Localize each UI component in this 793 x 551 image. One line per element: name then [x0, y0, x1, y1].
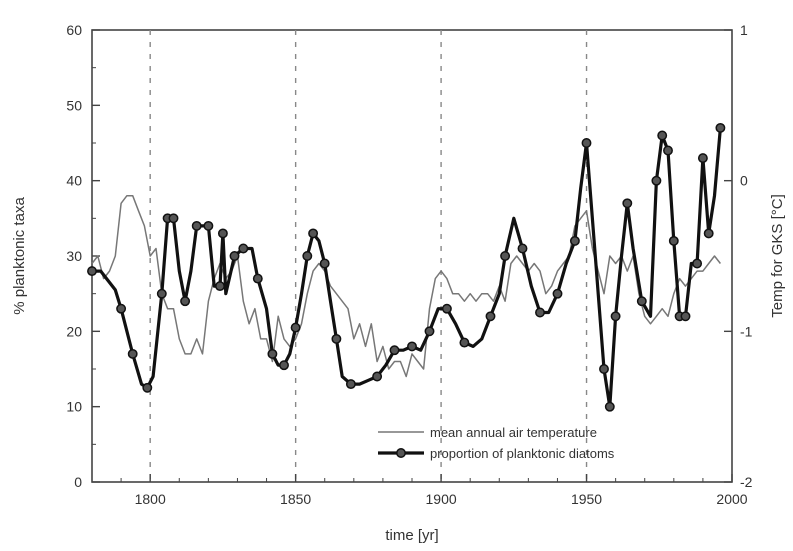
right-y-tick-label: 1	[740, 22, 748, 38]
left-y-axis: 0 10 20 30 40 50 60	[66, 22, 100, 490]
right-y-axis: -2 -1 0 1	[724, 22, 753, 490]
diatoms-data-point	[485, 311, 496, 322]
diatoms-data-point	[552, 288, 563, 299]
diatoms-data-point	[238, 243, 249, 254]
left-y-axis-title: % planktonic taxa	[11, 197, 28, 315]
diatoms-data-point	[156, 288, 167, 299]
temperature-series-line	[91, 194, 721, 378]
plot-frame	[91, 29, 733, 483]
legend: mean annual air temperature proportion o…	[378, 425, 615, 461]
diatoms-data-point	[180, 296, 191, 307]
diatoms-data-point	[535, 307, 545, 318]
x-tick-label: 2000	[716, 491, 747, 507]
diatoms-data-point	[345, 379, 356, 390]
left-y-tick-label: 40	[66, 173, 82, 189]
diatoms-data-point	[622, 198, 633, 209]
x-tick-label: 1900	[426, 491, 457, 507]
diatoms-data-point	[229, 251, 240, 261]
diatoms-data-point	[168, 213, 179, 224]
diatoms-data-point	[651, 175, 662, 186]
diatoms-data-point	[517, 243, 528, 254]
reference-lines	[149, 30, 588, 482]
diatoms-data-point	[127, 348, 138, 359]
diatoms-data-point	[680, 311, 691, 322]
left-y-tick-label: 20	[66, 323, 82, 339]
left-y-tick-label: 60	[66, 22, 82, 38]
diatoms-data-point	[267, 348, 278, 359]
diatoms-data-point	[302, 251, 313, 261]
diatoms-data-point	[636, 296, 647, 307]
x-tick-label: 1950	[571, 491, 602, 507]
x-tick-label: 1850	[280, 491, 311, 507]
diatoms-data-point	[290, 322, 301, 333]
left-y-tick-label: 30	[66, 248, 82, 264]
diatoms-data-point	[319, 258, 330, 269]
diatoms-data-point	[215, 281, 225, 292]
diatoms-data-point	[331, 333, 342, 344]
series-layer	[87, 122, 726, 412]
right-y-tick-label: 0	[740, 173, 748, 189]
diatoms-data-point	[500, 251, 511, 261]
legend-label-diatoms: proportion of planktonic diatoms	[430, 446, 615, 461]
left-y-tick-label: 50	[66, 97, 82, 113]
diatoms-data-point	[191, 220, 202, 231]
diatoms-data-point	[657, 130, 668, 141]
diatoms-data-point	[604, 401, 615, 412]
left-y-tick-label: 0	[74, 474, 82, 490]
diatoms-data-point	[441, 303, 452, 314]
x-tick-label: 1800	[135, 491, 166, 507]
diatoms-data-point	[715, 122, 726, 133]
diatoms-data-point	[407, 341, 417, 352]
diatoms-data-point	[372, 371, 383, 382]
diatoms-data-point	[610, 311, 621, 322]
diatoms-data-point	[279, 360, 289, 371]
legend-marker-diatoms	[396, 448, 406, 458]
diatoms-data-point	[668, 235, 679, 246]
diatoms-data-point	[87, 266, 97, 277]
diatoms-data-point	[142, 382, 153, 393]
diatoms-data-point	[569, 235, 580, 246]
diatoms-data-point	[581, 138, 592, 148]
right-y-tick-label: -1	[740, 323, 753, 339]
diatoms-data-point	[424, 326, 435, 337]
diatoms-data-point	[663, 145, 673, 156]
diatoms-data-point	[703, 228, 714, 239]
legend-label-temperature: mean annual air temperature	[430, 425, 597, 440]
diatoms-data-point	[203, 220, 214, 231]
diatoms-data-point	[217, 228, 228, 239]
x-axis-title: time [yr]	[385, 527, 438, 544]
diatoms-data-point	[599, 364, 609, 374]
x-axis: 1800 1850 1900 1950 2000	[91, 474, 748, 507]
diatoms-data-point	[697, 153, 708, 164]
diatoms-data-point	[459, 337, 470, 348]
diatoms-data-point	[308, 228, 319, 239]
left-y-tick-label: 10	[66, 399, 82, 415]
diatoms-data-point	[116, 303, 127, 314]
right-y-tick-label: -2	[740, 474, 753, 490]
right-y-axis-title: Temp for GKS [°C]	[769, 194, 786, 318]
diatoms-data-point	[252, 273, 263, 284]
diatoms-data-point	[692, 258, 703, 269]
diatoms-data-point	[389, 345, 400, 356]
